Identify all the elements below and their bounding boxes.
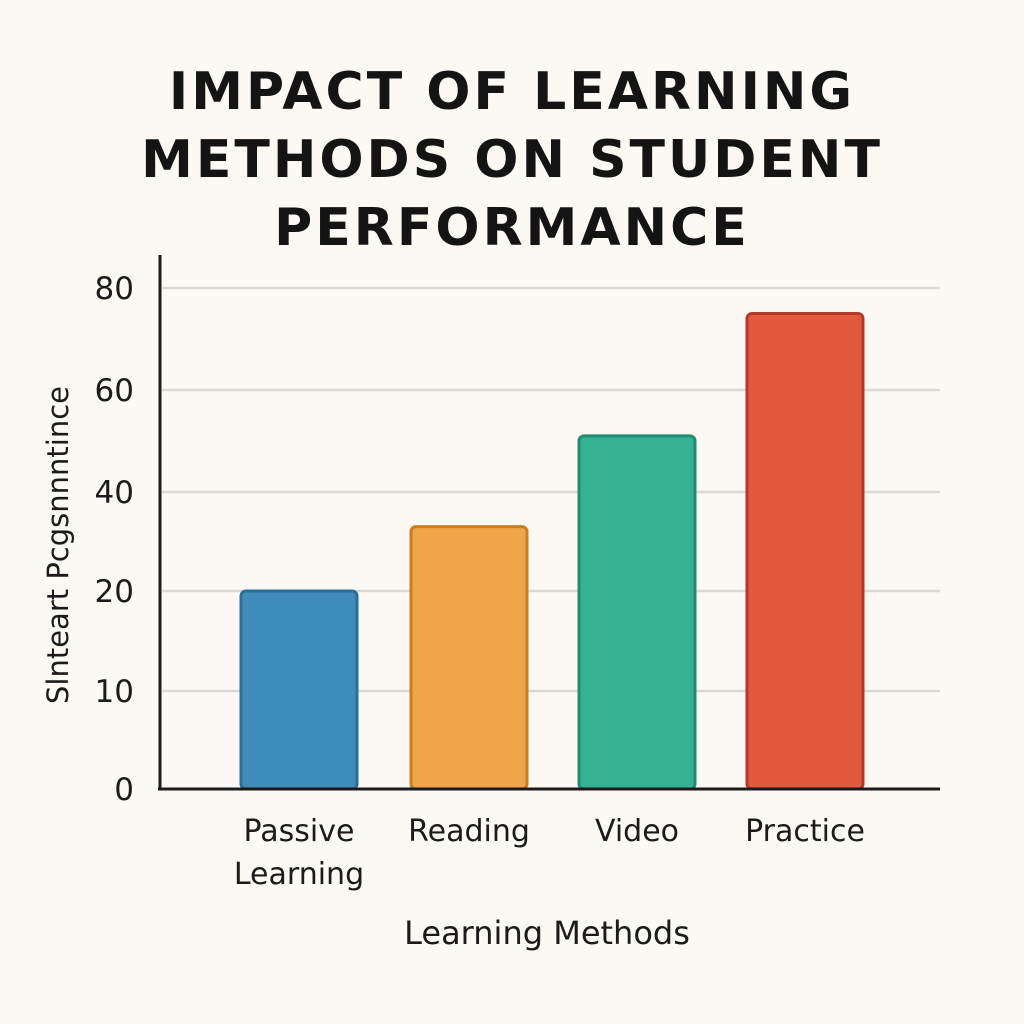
x-category-label: Practice (745, 814, 865, 849)
bars (239, 312, 865, 791)
x-category-labels: Passive Learning Reading Video Practice (234, 814, 865, 892)
x-category-label: Learning (234, 857, 364, 892)
title-line: PERFORMANCE (274, 198, 750, 258)
bar (409, 525, 529, 791)
x-axis-title: Learning Methods (404, 914, 690, 952)
y-tick-label: 20 (95, 574, 134, 610)
bar (745, 312, 865, 791)
bar (577, 434, 697, 791)
bar (239, 589, 359, 791)
x-category-label: Reading (408, 814, 530, 849)
y-tick-labels: 0 10 20 40 60 80 (95, 271, 134, 808)
chart-title: IMPACT OF LEARNING METHODS ON STUDENT PE… (0, 58, 1024, 262)
x-category-label: Video (595, 814, 679, 849)
title-line: IMPACT OF LEARNING (168, 62, 856, 122)
y-tick-label: 40 (95, 475, 134, 511)
y-tick-label: 10 (95, 674, 134, 710)
axes (158, 255, 940, 791)
y-tick-label: 0 (114, 772, 134, 808)
y-tick-label: 60 (95, 373, 134, 409)
y-tick-label: 80 (95, 271, 134, 307)
y-axis-title: Slnteart Pcgѕnnntince (41, 386, 75, 704)
title-line: METHODS ON STUDENT (141, 130, 883, 190)
x-category-label: Passive (244, 814, 355, 849)
